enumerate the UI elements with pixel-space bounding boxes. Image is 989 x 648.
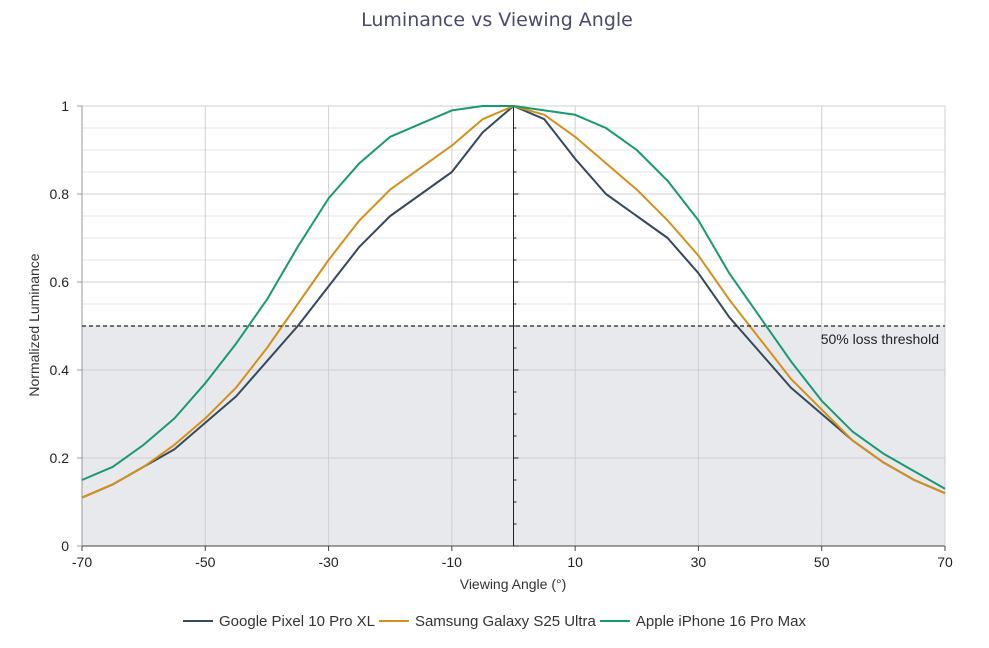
y-tick-label: 0.2: [50, 450, 70, 466]
tick-labels: -70 -50 -30 -10 10 30 50 70 0 0.2 0.4 0.6 0.8 1: [50, 98, 953, 570]
x-tick-label: 10: [567, 554, 583, 570]
legend-label: Apple iPhone 16 Pro Max: [636, 613, 807, 630]
series-layer: [81, 105, 946, 499]
y-tick-label: 0.8: [50, 186, 70, 202]
legend-label: Samsung Galaxy S25 Ultra: [415, 613, 597, 630]
chart-title: Luminance vs Viewing Angle: [361, 9, 633, 31]
legend: Google Pixel 10 Pro XL Samsung Galaxy S25…: [183, 613, 806, 630]
legend-label: Google Pixel 10 Pro XL: [219, 613, 375, 630]
series-line-3: [81, 105, 946, 490]
x-tick-label: 50: [814, 554, 830, 570]
y-tick-label: 0: [61, 538, 69, 554]
y-tick-label: 0.6: [50, 274, 70, 290]
x-tick-label: -10: [442, 554, 462, 570]
x-axis-label: Viewing Angle (°): [460, 576, 567, 592]
x-tick-label: 70: [937, 554, 953, 570]
y-tick-label: 0.4: [50, 362, 70, 378]
x-tick-label: -50: [195, 554, 215, 570]
y-axis-label: Normalized Luminance: [26, 253, 42, 396]
x-tick-label: -30: [318, 554, 338, 570]
x-tick-label: 30: [691, 554, 707, 570]
y-tick-label: 1: [61, 98, 69, 114]
x-tick-label: -70: [72, 554, 92, 570]
threshold-label: 50% loss threshold: [821, 331, 939, 347]
threshold-layer: 50% loss threshold: [82, 325, 945, 347]
